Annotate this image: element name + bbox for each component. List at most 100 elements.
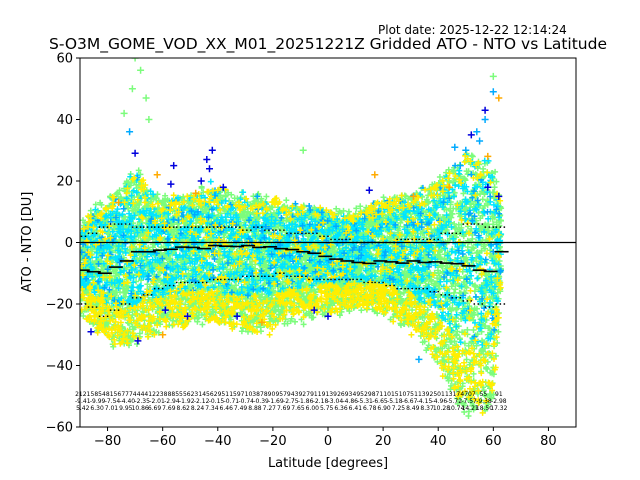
stat-count: 1317: [445, 391, 460, 398]
y-tick-label: −60: [46, 421, 73, 436]
stat-std: 10.86: [132, 405, 149, 412]
stat-mean: -2.35: [134, 398, 150, 405]
stat-std: 7.27: [263, 405, 277, 412]
stat-mean: -6.67: [402, 398, 418, 405]
stat-mean: -7.57: [461, 398, 477, 405]
stat-std: 8.24: [191, 405, 205, 412]
stat-count: 4392: [291, 391, 306, 398]
scatter-points: [80, 58, 505, 419]
chart-title: S-O3M_GOME_VOD_XX_M01_20251221Z Gridded …: [48, 35, 607, 53]
stat-mean: -4.86: [342, 398, 358, 405]
stat-std: 7.34: [205, 405, 219, 412]
x-tick-label: 0: [324, 434, 332, 449]
stat-std: 6.78: [363, 405, 377, 412]
stat-count: 5623: [183, 391, 198, 398]
stat-mean: -2.12: [194, 398, 210, 405]
stat-std: 5.42: [76, 405, 90, 412]
stat-mean: -2.01: [149, 398, 165, 405]
stat-std: 6.36: [334, 405, 348, 412]
stat-count: 1015: [383, 391, 398, 398]
x-tick-label: −20: [259, 434, 286, 449]
stat-std: 6.00: [306, 405, 320, 412]
y-tick-label: −40: [46, 359, 73, 374]
stat-count: 8156: [106, 391, 121, 398]
stat-mean: -7.54: [105, 398, 121, 405]
stat-count: 2238: [152, 391, 167, 398]
stat-std: 6.46: [220, 405, 234, 412]
stat-mean: -2.94: [164, 398, 180, 405]
stat-mean: -0.15: [209, 398, 225, 405]
stat-mean: -1.69: [268, 398, 284, 405]
stat-std: 18.50: [476, 405, 493, 412]
stat-std: 8.88: [248, 405, 262, 412]
stat-count: 9139: [322, 391, 337, 398]
stat-count: 4952: [353, 391, 368, 398]
stat-rows: 2121 5854 8156 7774 4441 2238 8855 5623 1456 2951…: [75, 391, 508, 412]
stat-mean: -4.40: [120, 398, 136, 405]
y-tick-label: 40: [56, 113, 73, 128]
stat-count: 2501: [430, 391, 445, 398]
stat-count: 1139: [414, 391, 429, 398]
stat-count: 1038: [245, 391, 260, 398]
stat-count: 8855: [168, 391, 183, 398]
stat-std: 10.74: [447, 405, 464, 412]
scatter-blue: [87, 106, 503, 345]
x-tick-label: 60: [485, 434, 502, 449]
stat-count: 1597: [229, 391, 244, 398]
stat-count: 4441: [137, 391, 152, 398]
stat-count: 7774: [121, 391, 136, 398]
stat-std: 8.62: [177, 405, 191, 412]
stat-std: 8.37: [420, 405, 434, 412]
stat-std: 7.65: [291, 405, 305, 412]
stat-mean: -0.74: [238, 398, 254, 405]
scatter-orange: [115, 94, 503, 339]
stat-count: 7890: [260, 391, 275, 398]
stat-std: 17.32: [490, 405, 507, 412]
stat-std: 6.90: [377, 405, 391, 412]
stat-std: 7.49: [234, 405, 248, 412]
stat-mean: -4.15: [417, 398, 433, 405]
stat-mean: -4.96: [432, 398, 448, 405]
stat-count: 2121: [75, 391, 90, 398]
stat-count: 1456: [198, 391, 213, 398]
stat-mean: -5.18: [387, 398, 403, 405]
stat-mean: -1.86: [298, 398, 314, 405]
stat-count: 55: [480, 391, 488, 398]
stat-count: 1075: [399, 391, 414, 398]
stat-std: 14.21: [462, 405, 479, 412]
x-tick-label: −60: [149, 434, 176, 449]
x-tick-label: 20: [375, 434, 392, 449]
stat-count: 9871: [368, 391, 383, 398]
zonal-mean-markers: [80, 223, 509, 317]
stat-mean: -9.99: [90, 398, 106, 405]
stat-mean: -3.04: [328, 398, 344, 405]
stat-count: 7911: [306, 391, 321, 398]
stat-mean: -5.31: [357, 398, 373, 405]
x-axis-label: Latitude [degrees]: [268, 456, 388, 471]
stat-count: 4707: [460, 391, 475, 398]
stat-mean: -2.98: [491, 398, 507, 405]
stat-mean: -5.72: [446, 398, 462, 405]
stat-std: 7.25: [392, 405, 406, 412]
stat-std: 7.69: [277, 405, 291, 412]
y-axis-ticks: −60 −40 −20 0 20 40 60: [46, 52, 80, 436]
stat-mean: -9.41: [75, 398, 91, 405]
stat-std: 7.01: [105, 405, 119, 412]
x-axis-ticks: −80 −60 −40 −20 0 20 40 60 80: [94, 427, 557, 449]
stat-std: 9.95: [119, 405, 133, 412]
stat-mean: -0.39: [253, 398, 269, 405]
stat-mean: -9.38: [476, 398, 492, 405]
stat-std: 10.28: [433, 405, 450, 412]
y-tick-label: 20: [56, 175, 73, 190]
y-axis-label: ATO - NTO [DU]: [20, 192, 35, 293]
y-tick-label: 0: [65, 236, 73, 251]
stat-std: 5.75: [320, 405, 334, 412]
x-tick-label: −80: [94, 434, 121, 449]
x-tick-label: −40: [204, 434, 231, 449]
stat-count: 9579: [275, 391, 290, 398]
x-tick-label: 40: [430, 434, 447, 449]
stat-count: 2951: [214, 391, 229, 398]
x-tick-label: 80: [540, 434, 557, 449]
stat-mean: -0.71: [224, 398, 240, 405]
